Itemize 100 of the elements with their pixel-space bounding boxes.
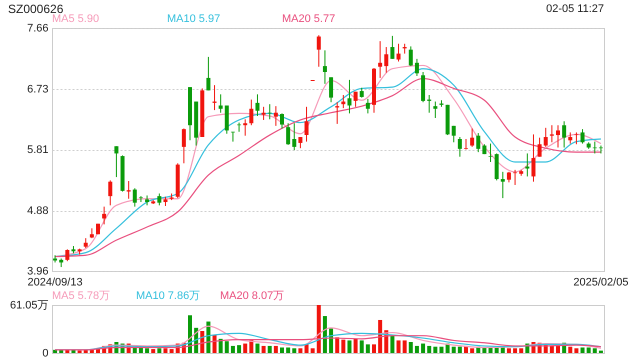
bar bbox=[316, 305, 321, 353]
bar bbox=[519, 348, 524, 353]
candlestick bbox=[341, 94, 346, 109]
candlestick bbox=[360, 87, 364, 98]
bar bbox=[592, 348, 597, 353]
bar bbox=[224, 341, 229, 353]
y-tick-label: 4.88 bbox=[27, 205, 48, 218]
candlestick bbox=[157, 193, 162, 206]
candlestick bbox=[525, 152, 530, 177]
bar bbox=[494, 347, 499, 353]
bar bbox=[151, 349, 156, 353]
x-tick-label: 2025/02/05 bbox=[573, 276, 628, 288]
bar bbox=[138, 347, 143, 353]
candlestick bbox=[464, 138, 468, 150]
candlestick bbox=[304, 106, 309, 142]
bar bbox=[255, 344, 260, 353]
bar bbox=[580, 347, 585, 353]
bar bbox=[421, 344, 426, 353]
candlestick bbox=[268, 104, 272, 120]
bar bbox=[90, 350, 94, 353]
candlestick bbox=[414, 58, 419, 76]
bar bbox=[378, 320, 382, 353]
bar bbox=[488, 347, 493, 353]
bar bbox=[262, 346, 266, 353]
candlestick bbox=[408, 46, 413, 67]
bar bbox=[286, 347, 290, 353]
candlestick bbox=[65, 248, 70, 262]
candlestick bbox=[531, 134, 536, 182]
candlestick bbox=[458, 136, 462, 158]
candlestick bbox=[384, 46, 388, 74]
candlestick bbox=[427, 94, 432, 114]
candlestick bbox=[470, 128, 474, 148]
bar bbox=[274, 346, 278, 353]
bar bbox=[268, 346, 272, 353]
candlestick bbox=[580, 128, 585, 144]
candlestick bbox=[114, 146, 118, 178]
candlestick bbox=[212, 84, 217, 111]
candlestick bbox=[322, 50, 327, 84]
bar bbox=[280, 347, 284, 353]
y-tick-label: 5.81 bbox=[27, 144, 48, 156]
bar bbox=[568, 346, 572, 353]
candlestick bbox=[347, 79, 352, 114]
bar bbox=[243, 344, 248, 353]
candlestick bbox=[329, 76, 334, 103]
bar bbox=[427, 346, 432, 353]
candlestick bbox=[316, 34, 321, 68]
text: 02-05 11:27 bbox=[546, 3, 604, 15]
text: MA20 8.07万 bbox=[220, 290, 284, 302]
bar bbox=[470, 348, 474, 353]
candlestick bbox=[243, 118, 248, 136]
candlestick bbox=[218, 94, 223, 114]
bar bbox=[390, 336, 394, 353]
candlestick bbox=[452, 125, 456, 143]
bar bbox=[360, 340, 364, 353]
bar bbox=[500, 347, 505, 353]
text: MA5 5.78万 bbox=[52, 290, 110, 302]
candlestick bbox=[132, 188, 137, 208]
candlestick bbox=[108, 180, 112, 206]
candlestick bbox=[262, 106, 266, 120]
candlestick bbox=[396, 43, 401, 62]
bar bbox=[170, 349, 174, 353]
bar bbox=[556, 346, 560, 353]
y-tick-label: 3.96 bbox=[27, 266, 48, 278]
bar bbox=[310, 348, 315, 353]
bar bbox=[230, 346, 235, 353]
bar bbox=[304, 344, 309, 353]
candlestick bbox=[292, 122, 296, 151]
bar bbox=[372, 344, 376, 353]
bar bbox=[506, 348, 511, 353]
candlestick bbox=[538, 137, 542, 158]
bar bbox=[574, 348, 578, 353]
candlestick bbox=[286, 122, 290, 146]
bar bbox=[298, 348, 302, 353]
candlestick bbox=[476, 132, 480, 153]
bar bbox=[329, 328, 334, 353]
bar bbox=[414, 346, 419, 353]
x-tick-label: 2024/09/13 bbox=[28, 276, 83, 288]
y-tick-label: 6.73 bbox=[27, 84, 48, 96]
candlestick bbox=[562, 120, 566, 148]
candlestick bbox=[390, 35, 394, 60]
candlestick bbox=[298, 136, 302, 149]
candlestick bbox=[354, 91, 358, 108]
y-tick-label: 61.05万 bbox=[10, 300, 48, 312]
candlestick bbox=[568, 132, 572, 144]
candlestick bbox=[500, 171, 505, 199]
bar bbox=[145, 348, 150, 353]
bar bbox=[586, 347, 591, 353]
text: MA10 5.97 bbox=[167, 13, 220, 25]
candlestick bbox=[255, 94, 260, 117]
bar bbox=[439, 346, 444, 353]
bar bbox=[408, 342, 413, 353]
bar bbox=[341, 340, 346, 353]
bar bbox=[482, 347, 486, 353]
bar bbox=[157, 348, 162, 353]
bar bbox=[402, 340, 407, 353]
text: MA20 5.77 bbox=[282, 13, 336, 25]
candlestick bbox=[556, 124, 560, 148]
candlestick bbox=[145, 194, 150, 206]
candlestick bbox=[280, 112, 284, 129]
y-tick-label: 7.66 bbox=[27, 22, 48, 34]
